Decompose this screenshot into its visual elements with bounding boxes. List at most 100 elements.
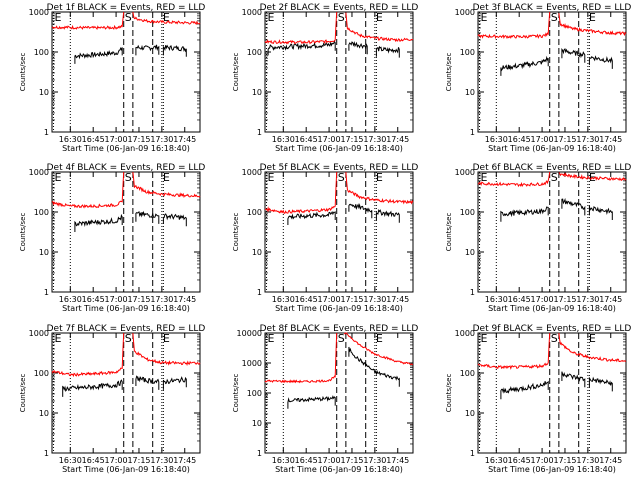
- marker-label: E: [589, 11, 596, 24]
- x-tick-label: 17:30: [150, 295, 173, 304]
- lld-series-line: [558, 13, 627, 37]
- marker-label: E: [481, 332, 488, 345]
- lld-series-line: [264, 11, 338, 45]
- lld-series-line: [132, 11, 201, 26]
- x-tick-label: 16:45: [82, 135, 105, 144]
- events-series-line: [267, 40, 336, 56]
- panel-title: Det 4f BLACK = Events, RED = LLD: [47, 163, 206, 173]
- marker-label: E: [589, 332, 596, 345]
- y-tick-label: 100: [34, 208, 49, 217]
- marker-label: E: [376, 11, 383, 24]
- y-tick-label: 1000: [455, 8, 475, 17]
- events-series-line: [348, 203, 373, 219]
- y-tick-label: 1: [44, 288, 49, 297]
- marker-label: S: [338, 11, 345, 24]
- x-tick-label: 17:45: [386, 295, 409, 304]
- x-tick-label: 17:00: [531, 295, 554, 304]
- marker-label: S: [551, 171, 558, 184]
- x-tick-label: 17:45: [599, 295, 622, 304]
- events-series-line: [500, 55, 549, 76]
- y-axis-label: Counts/sec: [232, 374, 240, 413]
- marker-label: S: [338, 332, 345, 345]
- x-tick-label: 16:30: [485, 456, 508, 465]
- x-tick-label: 17:15: [127, 135, 150, 144]
- lld-series-line: [477, 171, 551, 188]
- lld-series-line: [477, 332, 551, 370]
- x-tick-label: 16:30: [485, 295, 508, 304]
- x-tick-label: 17:45: [173, 135, 196, 144]
- events-series-line: [135, 44, 160, 56]
- events-series-line: [500, 380, 549, 400]
- x-tick-label: 16:45: [295, 295, 318, 304]
- x-tick-label: 17:00: [318, 456, 341, 465]
- x-tick-label: 17:45: [173, 456, 196, 465]
- lld-series-line: [477, 11, 551, 40]
- x-tick-label: 17:30: [576, 295, 599, 304]
- y-axis-label: Counts/sec: [19, 53, 27, 92]
- x-tick-label: 17:30: [150, 135, 173, 144]
- y-tick-label: 10: [39, 88, 49, 97]
- events-series-line: [135, 375, 160, 390]
- marker-label: E: [376, 171, 383, 184]
- marker-label: E: [268, 11, 275, 24]
- y-tick-label: 1: [470, 449, 475, 458]
- y-tick-label: 10000: [237, 329, 262, 338]
- y-tick-label: 100: [460, 48, 475, 57]
- x-tick-label: 16:30: [59, 135, 82, 144]
- x-axis-label: Start Time (06-Jan-09 16:18:40): [488, 144, 616, 153]
- y-tick-label: 100: [247, 389, 262, 398]
- y-tick-label: 100: [34, 48, 49, 57]
- x-tick-label: 17:15: [553, 456, 576, 465]
- y-tick-label: 100: [460, 208, 475, 217]
- y-tick-label: 10: [252, 419, 262, 428]
- y-tick-label: 100: [34, 369, 49, 378]
- marker-label: E: [163, 171, 170, 184]
- x-tick-label: 16:30: [272, 135, 295, 144]
- panel-det-7: Det 7f BLACK = Events, RED = LLD 1 10 100 10…: [19, 324, 205, 474]
- y-tick-label: 1000: [29, 168, 49, 177]
- lld-series-line: [345, 12, 414, 43]
- x-tick-label: 17:45: [599, 456, 622, 465]
- x-tick-label: 16:45: [82, 456, 105, 465]
- x-tick-label: 17:15: [127, 456, 150, 465]
- y-tick-label: 1000: [29, 329, 49, 338]
- y-tick-label: 100: [460, 369, 475, 378]
- x-tick-label: 16:30: [272, 295, 295, 304]
- panel-title: Det 3f BLACK = Events, RED = LLD: [473, 3, 632, 13]
- x-tick-label: 16:45: [82, 295, 105, 304]
- panel-det-2: Det 2f BLACK = Events, RED = LLD 1 10 100 10…: [232, 3, 418, 153]
- panel-det-9: Det 9f BLACK = Events, RED = LLD 1 10 100 10…: [445, 324, 631, 474]
- events-series-line: [561, 47, 586, 63]
- marker-label: E: [481, 171, 488, 184]
- marker-label: E: [481, 11, 488, 24]
- lld-series-line: [51, 332, 125, 378]
- events-series-line: [588, 55, 613, 69]
- x-tick-label: 16:30: [59, 456, 82, 465]
- marker-label: S: [338, 171, 345, 184]
- x-tick-label: 17:30: [363, 135, 386, 144]
- plot-frame: [51, 11, 201, 133]
- plot-frame: [264, 171, 414, 293]
- y-axis-label: Counts/sec: [445, 53, 453, 92]
- x-tick-label: 17:30: [363, 456, 386, 465]
- panel-title: Det 8f BLACK = Events, RED = LLD: [260, 324, 419, 334]
- lld-series-line: [51, 171, 125, 209]
- y-tick-label: 1: [257, 128, 262, 137]
- x-tick-label: 17:00: [105, 456, 128, 465]
- x-tick-label: 16:30: [485, 135, 508, 144]
- lld-series-line: [558, 332, 627, 363]
- marker-label: E: [268, 332, 275, 345]
- x-tick-label: 16:45: [508, 295, 531, 304]
- marker-label: E: [55, 332, 62, 345]
- lld-series-line: [132, 332, 201, 367]
- x-tick-label: 17:45: [599, 135, 622, 144]
- y-tick-label: 1: [257, 449, 262, 458]
- x-tick-label: 17:15: [127, 295, 150, 304]
- x-tick-label: 17:15: [340, 135, 363, 144]
- panel-det-1: Det 1f BLACK = Events, RED = LLD 1 10 100 10…: [19, 3, 205, 153]
- y-tick-label: 1000: [242, 8, 262, 17]
- events-series-line: [500, 206, 549, 222]
- events-series-line: [375, 209, 400, 223]
